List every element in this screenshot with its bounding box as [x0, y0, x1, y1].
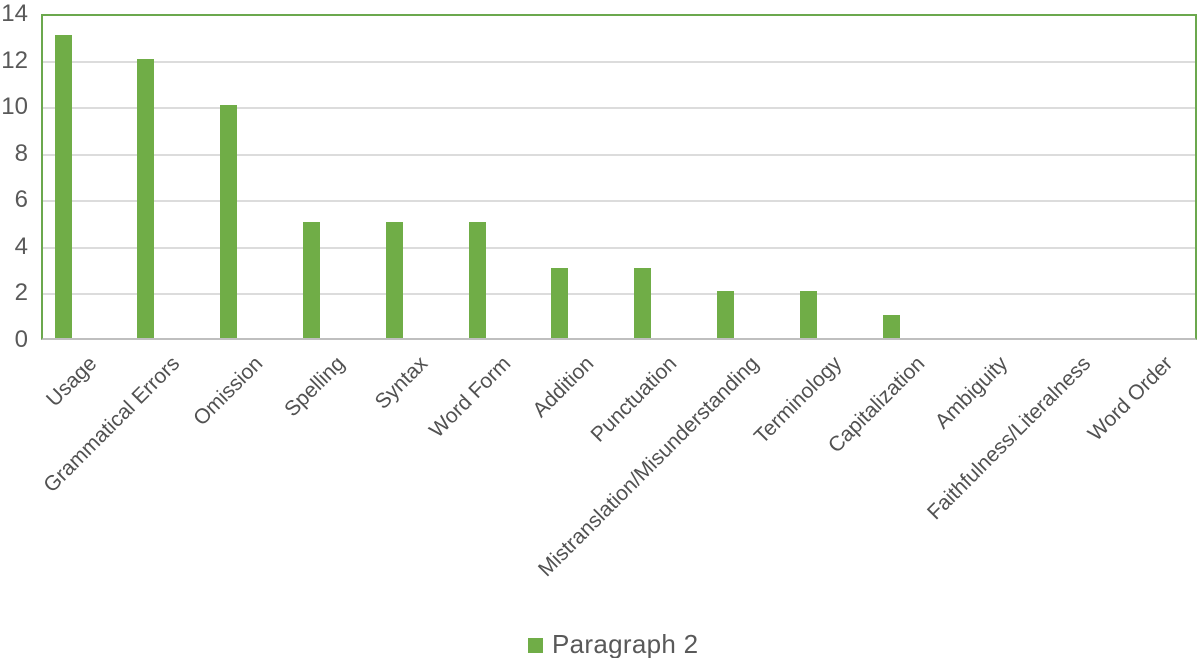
- bar-usage: [54, 35, 72, 338]
- x-label-mistranslation-misunderstanding: Mistranslation/Misunderstanding: [534, 352, 764, 582]
- gridline-y-8: [43, 153, 1195, 156]
- y-tick-label-14: 14: [1, 0, 28, 27]
- y-tick-label-2: 2: [14, 279, 28, 307]
- x-label-word-form: Word Form: [425, 352, 516, 443]
- x-label-capitalization: Capitalization: [823, 352, 930, 458]
- y-tick-label-8: 8: [14, 139, 28, 167]
- y-tick-label-10: 10: [1, 93, 28, 121]
- gridline-y-2: [43, 293, 1195, 296]
- x-label-faithfulness-literalness: Faithfulness/Literalness: [922, 352, 1095, 525]
- x-label-syntax: Syntax: [370, 352, 433, 414]
- x-label-spelling: Spelling: [280, 352, 350, 422]
- gridline-y-4: [43, 246, 1195, 249]
- bar-syntax: [385, 221, 403, 338]
- bar-capitalization: [882, 314, 900, 338]
- gridline-y-12: [43, 60, 1195, 63]
- bar-spelling: [302, 221, 320, 338]
- bar-grammatical-errors: [137, 58, 155, 338]
- plot-area: [41, 14, 1197, 340]
- bar-terminology: [799, 291, 817, 338]
- bar-word-form: [468, 221, 486, 338]
- bar-mistranslation-misunderstanding: [716, 291, 734, 338]
- x-label-ambiguity: Ambiguity: [930, 352, 1013, 434]
- bar-addition: [551, 268, 569, 338]
- bar-punctuation: [634, 268, 652, 338]
- gridline-y-10: [43, 107, 1195, 110]
- legend-marker-icon: [528, 637, 543, 653]
- y-tick-label-0: 0: [14, 326, 28, 353]
- legend: Paragraph 2: [528, 630, 698, 658]
- y-tick-label-6: 6: [14, 186, 28, 214]
- x-label-addition: Addition: [528, 352, 599, 422]
- bar-omission: [220, 105, 238, 338]
- legend-label: Paragraph 2: [552, 629, 699, 658]
- y-tick-label-4: 4: [14, 232, 28, 260]
- x-label-word-order: Word Order: [1084, 352, 1178, 446]
- x-label-terminology: Terminology: [750, 352, 847, 449]
- x-label-punctuation: Punctuation: [586, 352, 681, 447]
- y-tick-label-12: 12: [1, 46, 28, 74]
- gridline-y-6: [43, 200, 1195, 203]
